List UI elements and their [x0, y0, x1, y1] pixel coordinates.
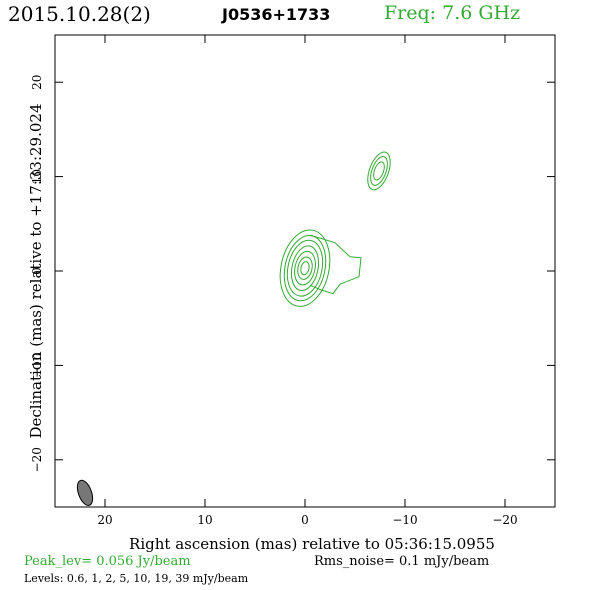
y-tick-label: −20: [30, 447, 44, 472]
beam-ellipse: [76, 479, 94, 506]
contour-level: [367, 151, 391, 191]
contour-level: [294, 250, 316, 286]
contour-level: [370, 156, 388, 186]
y-tick-label: −10: [30, 353, 44, 378]
contour-level: [283, 235, 327, 302]
x-tick-label: −10: [392, 513, 417, 527]
frequency-label: Freq: 7.6 GHz: [384, 2, 521, 24]
x-axis-title: Right ascension (mas) relative to 05:36:…: [129, 535, 495, 553]
contour-level: [373, 161, 385, 181]
y-axis-title: Declination (mas) relative to +17:33:29.…: [27, 103, 45, 438]
component-knot: [367, 151, 391, 191]
y-tick-label: 20: [30, 75, 44, 90]
contour-level: [297, 256, 313, 280]
source-name: J0536+1733: [222, 5, 331, 24]
component-core: [279, 229, 362, 307]
contour-levels: Levels: 0.6, 1, 2, 5, 10, 19, 39 mJy/bea…: [24, 572, 249, 585]
rms-noise: Rms_noise= 0.1 mJy/beam: [314, 554, 490, 569]
contour-extension: [309, 234, 362, 295]
x-tick-label: 0: [301, 513, 309, 527]
x-tick-label: 20: [97, 513, 112, 527]
contour-level: [300, 261, 310, 276]
contours: [279, 151, 391, 307]
axis-tick-labels: 20 10 0 −10 −20 20 10 0 −10 −20: [30, 75, 518, 527]
contour-level: [279, 229, 331, 307]
axis-ticks: [55, 35, 555, 507]
epoch-date: 2015.10.28(2): [8, 2, 151, 26]
y-tick-label: 10: [30, 169, 44, 184]
y-tick-label: 0: [30, 267, 44, 275]
beam: [76, 479, 94, 506]
plot-frame: [54, 34, 556, 508]
x-tick-label: 10: [197, 513, 212, 527]
peak-level: Peak_lev= 0.056 Jy/beam: [24, 554, 191, 569]
contour-level: [286, 239, 324, 297]
x-tick-label: −20: [492, 513, 517, 527]
contour-level: [290, 245, 320, 291]
